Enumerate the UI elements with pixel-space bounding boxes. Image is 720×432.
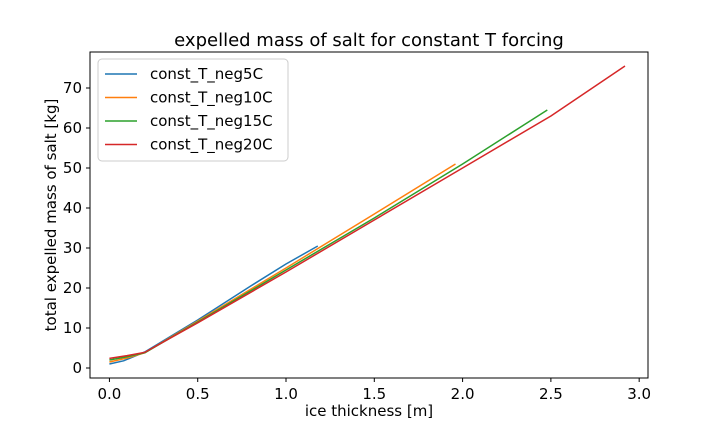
y-tick-label: 10: [63, 319, 82, 337]
y-tick-label: 40: [63, 199, 82, 217]
legend-label: const_T_neg5C: [150, 65, 263, 84]
x-tick-label: 1.0: [274, 385, 298, 403]
plot-lines: [109, 65, 626, 365]
legend-label: const_T_neg10C: [150, 89, 273, 108]
x-axis-label: ice thickness [m]: [305, 402, 433, 420]
legend-label: const_T_neg20C: [150, 136, 273, 155]
y-axis-label: total expelled mass of salt [kg]: [42, 99, 60, 332]
y-tick-label: 60: [63, 119, 82, 137]
series-line-const_T_neg15C: [109, 109, 548, 361]
y-tick-label: 50: [63, 159, 82, 177]
plot-frame: [89, 51, 649, 379]
x-tick-label: 0.5: [186, 385, 210, 403]
x-tick-label: 1.5: [362, 385, 386, 403]
x-axis-ticks: 0.0 0.5 1.0 1.5 2.0 2.5 3.0: [97, 378, 651, 403]
legend-label: const_T_neg15C: [150, 112, 273, 131]
y-tick-label: 0: [72, 359, 82, 377]
y-tick-label: 20: [63, 279, 82, 297]
x-tick-label: 2.5: [539, 385, 563, 403]
x-tick-label: 3.0: [627, 385, 651, 403]
series-line-const_T_neg20C: [109, 65, 626, 360]
chart-title: expelled mass of salt for constant T for…: [174, 30, 564, 51]
legend-frame: [97, 58, 289, 162]
series-line-const_T_neg5C: [109, 245, 319, 365]
legend: const_T_neg5C const_T_neg10C const_T_neg15…: [97, 58, 289, 162]
y-axis-ticks: 0 10 20 30 40 50 60 70: [63, 79, 90, 377]
y-tick-label: 70: [63, 79, 82, 97]
x-tick-label: 2.0: [451, 385, 475, 403]
series-line-const_T_neg10C: [109, 163, 456, 363]
x-tick-label: 0.0: [97, 385, 121, 403]
y-tick-label: 30: [63, 239, 82, 257]
